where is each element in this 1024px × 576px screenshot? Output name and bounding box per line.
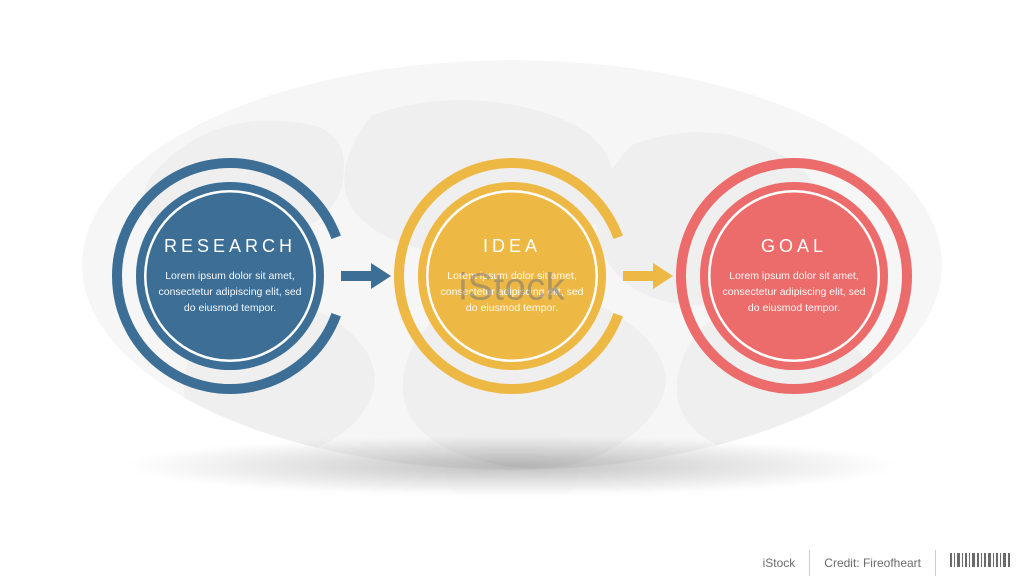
credit-brand: iStock: [749, 550, 810, 576]
step-disc: RESEARCH Lorem ipsum dolor sit amet, cons…: [136, 182, 324, 370]
barcode-icon: [935, 550, 1024, 576]
infographic-stage: RESEARCH Lorem ipsum dolor sit amet, cons…: [0, 0, 1024, 576]
step-goal: GOAL Lorem ipsum dolor sit amet, consecte…: [676, 158, 912, 394]
step-disc: GOAL Lorem ipsum dolor sit amet, consecte…: [700, 182, 888, 370]
step-title: GOAL: [761, 236, 827, 257]
step-body: Lorem ipsum dolor sit amet, consectetur …: [437, 269, 587, 316]
step-body: Lorem ipsum dolor sit amet, consectetur …: [719, 269, 869, 316]
step-title: RESEARCH: [164, 236, 296, 257]
arrow-right-icon: [653, 263, 673, 289]
steps-row: RESEARCH Lorem ipsum dolor sit amet, cons…: [0, 158, 1024, 394]
step-title: IDEA: [483, 236, 541, 257]
step-disc: IDEA Lorem ipsum dolor sit amet, consecte…: [418, 182, 606, 370]
credit-author: Credit: Fireofheart: [809, 550, 935, 576]
credit-bar: iStock Credit: Fireofheart: [749, 550, 1024, 576]
arrow-right-icon: [371, 263, 391, 289]
step-idea: IDEA Lorem ipsum dolor sit amet, consecte…: [394, 158, 630, 394]
drop-shadow: [122, 436, 902, 496]
step-research: RESEARCH Lorem ipsum dolor sit amet, cons…: [112, 158, 348, 394]
step-body: Lorem ipsum dolor sit amet, consectetur …: [155, 269, 305, 316]
